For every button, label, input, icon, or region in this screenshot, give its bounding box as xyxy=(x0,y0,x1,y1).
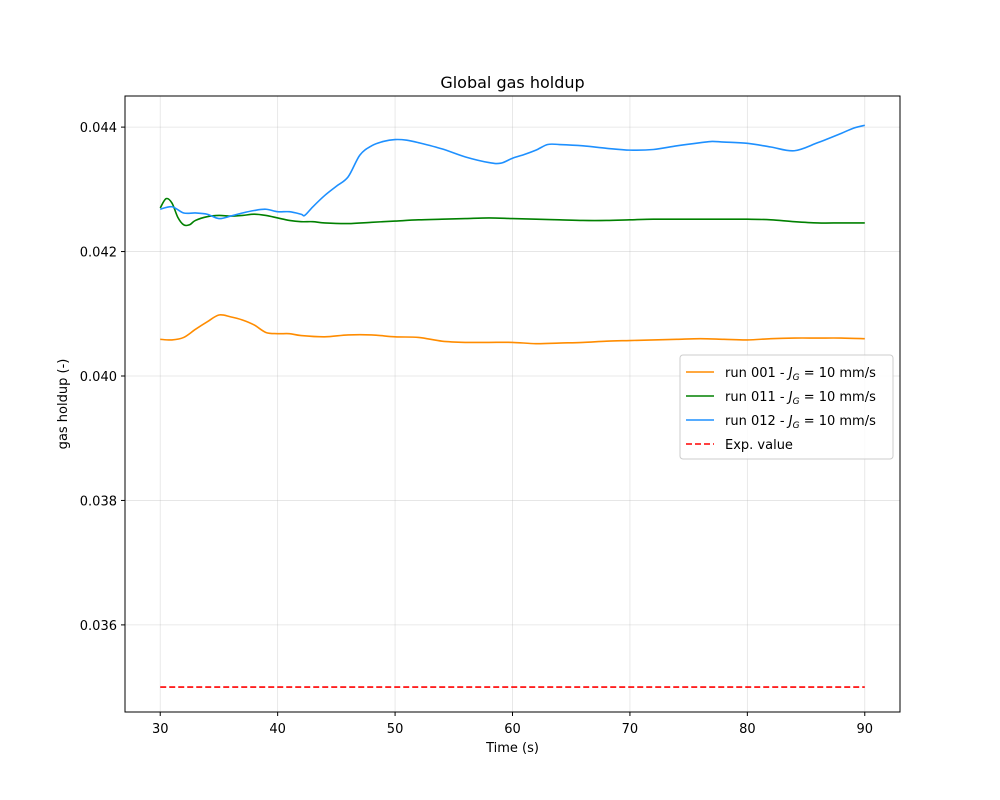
x-axis-label: Time (s) xyxy=(485,741,539,756)
x-tick-label: 60 xyxy=(504,722,521,737)
series-line-3 xyxy=(160,124,865,220)
series-line-1 xyxy=(160,314,865,345)
y-tick-label: 0.040 xyxy=(80,370,117,385)
y-tick-label: 0.036 xyxy=(80,619,117,634)
x-tick-label: 50 xyxy=(387,722,404,737)
series-line-2 xyxy=(159,197,865,227)
x-tick-label: 30 xyxy=(152,722,169,737)
x-tick-label: 80 xyxy=(739,722,756,737)
legend-entry: run 001 - JG = 10 mm/s xyxy=(725,366,876,383)
chart-title: Global gas holdup xyxy=(440,73,584,92)
x-tick-label: 70 xyxy=(622,722,639,737)
legend-box xyxy=(679,354,894,460)
y-tick-label: 0.042 xyxy=(80,246,117,261)
legend-entry: run 012 - JG = 10 mm/s xyxy=(725,414,876,431)
x-tick-label: 90 xyxy=(856,722,873,737)
x-axis: 30 40 50 60 70 80 90 xyxy=(152,712,873,737)
legend-entry: run 011 - JG = 10 mm/s xyxy=(725,390,876,407)
legend: run 001 - JG = 10 mm/s run 011 - JG = 10 … xyxy=(679,354,894,460)
x-tick-label: 40 xyxy=(269,722,286,737)
y-axis-label: gas holdup (-) xyxy=(56,359,71,450)
legend-entry: Exp. value xyxy=(725,438,793,453)
plot-series xyxy=(159,124,865,688)
y-tick-label: 0.044 xyxy=(80,121,117,136)
y-tick-label: 0.038 xyxy=(80,494,117,509)
y-axis: 0.036 0.038 0.040 0.042 0.044 xyxy=(80,121,125,634)
